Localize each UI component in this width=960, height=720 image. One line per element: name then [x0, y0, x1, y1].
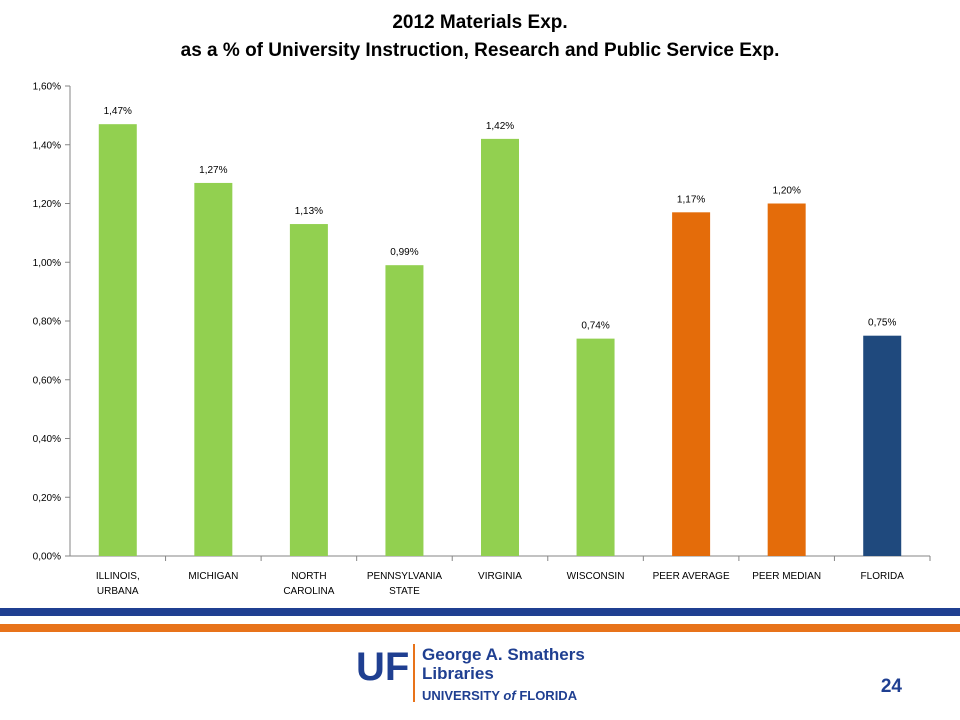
y-tick-label: 1,60% [33, 82, 61, 93]
bar [863, 335, 902, 556]
x-tick-label: ILLINOIS, [96, 571, 140, 582]
data-label: 1,47% [104, 106, 132, 117]
uf-monogram: UF [356, 645, 409, 689]
y-tick-label: 1,00% [33, 258, 61, 269]
bar [385, 265, 424, 556]
x-tick-label: MICHIGAN [188, 571, 238, 582]
data-label: 0,74% [581, 321, 609, 332]
x-tick-label: PENNSYLVANIA [367, 571, 443, 582]
logo-text-line-2: Libraries [422, 664, 494, 683]
x-tick-label: VIRGINIA [478, 571, 522, 582]
x-tick-label: WISCONSIN [567, 571, 625, 582]
x-tick-label: STATE [389, 586, 420, 597]
chart-title-line-2: as a % of University Instruction, Resear… [180, 40, 780, 61]
y-tick-label: 0,60% [33, 375, 61, 386]
bar [289, 224, 328, 556]
x-tick-label: CAROLINA [283, 586, 334, 597]
chart-title-line-1: 2012 Materials Exp. [392, 12, 568, 33]
y-tick-label: 0,00% [33, 552, 61, 563]
page-number: 24 [880, 676, 902, 697]
bar [98, 124, 137, 556]
data-label: 1,42% [486, 121, 514, 132]
logo-text-line-3: UNIVERSITY of FLORIDA [422, 688, 578, 703]
data-label: 1,17% [677, 194, 705, 205]
y-tick-label: 0,40% [33, 434, 61, 445]
bar-chart: 0,00% 0,20% 0,40% 0,60% 0,80% 1,00% 1,20% 1,40%… [33, 82, 931, 597]
bar [481, 138, 519, 556]
logo-text-university: UNIVERSITY [422, 688, 500, 703]
logo-text-line-1: George A. Smathers [422, 645, 585, 664]
x-tick-label: URBANA [97, 586, 139, 597]
x-tick-label: FLORIDA [861, 571, 905, 582]
logo-text-florida: FLORIDA [519, 688, 577, 703]
uf-libraries-logo: UF George A. Smathers Libraries UNIVERSI… [356, 644, 585, 703]
x-tick-label: PEER MEDIAN [752, 571, 821, 582]
data-label: 1,13% [295, 206, 323, 217]
logo-text-of: of [503, 688, 517, 703]
data-label: 0,99% [390, 247, 418, 258]
y-tick-label: 0,80% [33, 317, 61, 328]
y-tick-label: 1,40% [33, 140, 61, 151]
bar [576, 338, 615, 556]
bar [767, 203, 806, 556]
y-tick-label: 0,20% [33, 493, 61, 504]
x-tick-label: NORTH [291, 571, 326, 582]
data-label: 1,27% [199, 165, 227, 176]
y-tick-label: 1,20% [33, 199, 61, 210]
data-label: 0,75% [868, 318, 896, 329]
bar [672, 212, 711, 556]
footer-stripe-blue [0, 608, 960, 616]
bar [194, 182, 233, 556]
x-tick-label: PEER AVERAGE [653, 571, 730, 582]
data-label: 1,20% [772, 186, 800, 197]
footer-stripe-orange [0, 624, 960, 632]
